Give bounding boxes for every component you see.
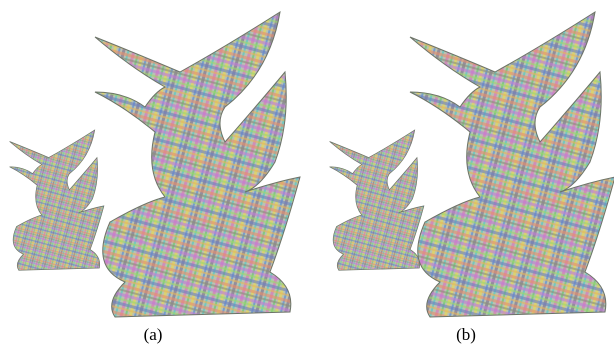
page: {"panels": [{"label": "(a)"}, {"label": … [0, 0, 614, 349]
panel-b: (b) [330, 12, 614, 344]
figure: (a) (b) [0, 0, 614, 349]
fish-small [330, 130, 424, 270]
fish-large [410, 12, 614, 317]
fish-large [95, 12, 300, 317]
panel-a: (a) [10, 12, 300, 344]
panel-label: (a) [144, 325, 163, 344]
panel-label: (b) [456, 325, 476, 344]
fish-small [10, 130, 104, 270]
